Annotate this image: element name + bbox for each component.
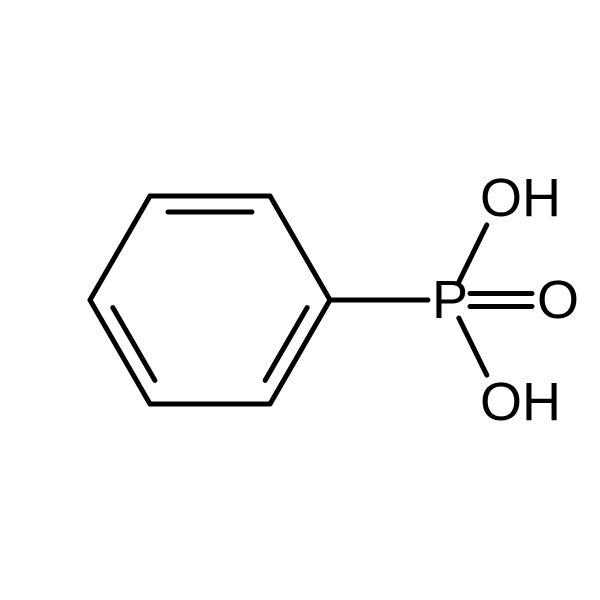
bond-c1-c2	[270, 196, 330, 300]
molecule-diagram: P O OH OH	[0, 0, 600, 600]
bond-c3-c4	[90, 196, 150, 300]
bond-c6-c1-inner	[265, 308, 307, 381]
atom-oh-top: OH	[480, 168, 561, 228]
atom-labels: P O OH OH	[432, 168, 579, 432]
atom-oh-bottom: OH	[480, 372, 561, 432]
bond-c4-c5-inner	[113, 308, 155, 381]
atom-o-double: O	[537, 270, 579, 330]
atom-p: P	[432, 270, 468, 330]
